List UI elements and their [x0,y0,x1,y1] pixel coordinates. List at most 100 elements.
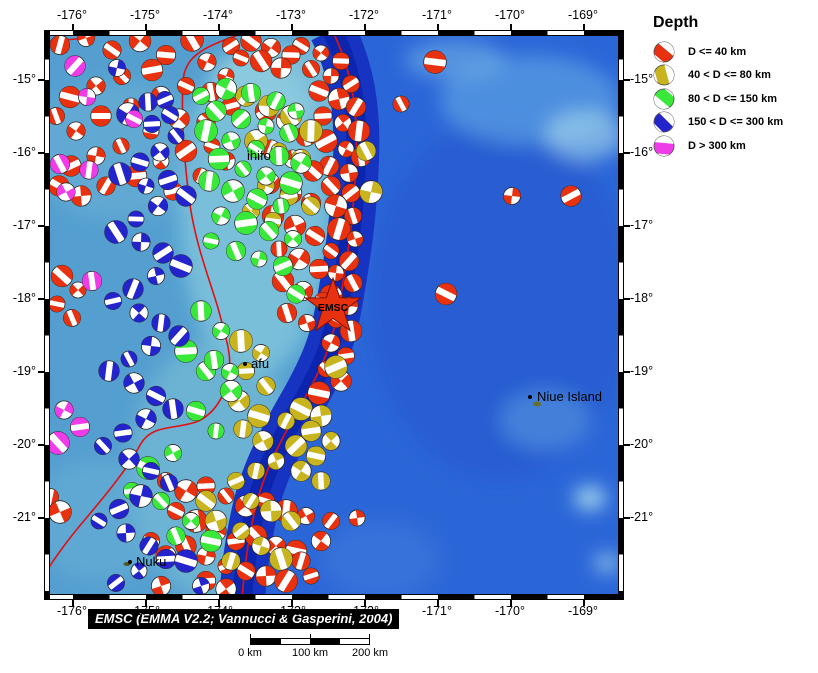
lat-tick [38,371,44,373]
lon-tick-label-top: -176° [56,8,88,22]
lon-tick [145,600,147,606]
focal-mechanism-ball [145,385,167,407]
focal-mechanism-ball [205,100,227,122]
focal-mechanism-ball [252,430,274,452]
focal-mechanism-ball [298,314,316,332]
focal-mechanism-ball [266,91,286,111]
place-dot [128,560,132,564]
focal-mechanism-ball [164,444,182,462]
lon-tick-label-bottom: -175° [129,604,161,618]
lat-tick [624,152,630,154]
focal-mechanism-ball [240,82,262,104]
lat-tick [624,371,630,373]
focal-mechanism-ball [267,452,285,470]
place-label: ihifo [247,148,271,163]
lat-tick-label-left: -16° [12,145,36,159]
lon-tick [218,600,220,606]
focal-mechanism-ball [151,313,171,333]
focal-mechanism-ball [233,419,253,439]
focal-mechanism-ball [279,123,299,143]
focal-mechanism-ball [321,431,341,451]
focal-mechanism-ball [217,487,235,505]
focal-mechanism-ball [214,77,238,101]
focal-mechanism-ball [313,106,333,126]
focal-mechanism-ball [143,115,161,133]
focal-mechanism-ball [104,292,122,310]
focal-mechanism-ball [177,77,195,95]
focal-mechanism-ball [256,166,276,186]
focal-mechanism-ball [287,247,311,271]
place-label: afu [251,356,269,371]
lon-tick-label-bottom: -170° [494,604,526,618]
focal-mechanism-ball [560,185,582,207]
focal-mechanism-ball [130,562,148,580]
lon-tick-label-top: -175° [129,8,161,22]
lon-tick [72,24,74,30]
focal-mechanism-ball [204,509,228,533]
lat-tick-label-right: -16° [630,145,654,159]
focal-mechanism-ball [343,273,363,293]
map-frame-right [618,30,624,600]
focal-mechanism-ball [139,536,159,556]
legend-beachball-icon [653,135,675,157]
focal-mechanism-ball [274,569,298,593]
focal-mechanism-ball [221,131,241,151]
lon-tick [510,24,512,30]
lat-tick [624,225,630,227]
focal-mechanism-ball [198,170,220,192]
scale-bar-label: 200 km [351,647,389,659]
emsc-epicenter-star [303,276,363,332]
focal-mechanism-ball [81,270,103,292]
lon-tick [291,600,293,606]
legend-item-label: 40 < D <= 80 km [688,69,771,82]
focal-mechanism-ball [297,507,315,525]
lat-tick [624,444,630,446]
focal-mechanism-ball [258,220,280,242]
lat-tick [38,298,44,300]
lat-tick-label-right: -19° [630,364,654,378]
lon-tick-label-top: -170° [494,8,526,22]
focal-mechanism-ball [346,230,364,248]
lat-tick-label-right: -21° [630,510,654,524]
focal-mechanism-ball [327,264,345,282]
focal-mechanism-ball [58,85,82,109]
focal-mechanism-ball [160,474,178,492]
focal-mechanism-ball [246,188,268,210]
focal-mechanism-ball [270,240,288,258]
focal-mechanism-ball [135,408,157,430]
focal-mechanism-ball [47,107,65,125]
focal-mechanism-ball [162,398,184,420]
focal-mechanism-ball [108,162,132,186]
lat-tick [624,79,630,81]
focal-mechanism-ball [503,187,521,205]
focal-mechanism-ball [129,303,149,323]
focal-mechanism-ball [284,230,302,248]
focal-mechanism-ball [70,185,92,207]
lon-tick [510,600,512,606]
focal-mechanism-ball [259,499,283,523]
focal-mechanism-ball [98,360,120,382]
lon-tick-label-top: -169° [567,8,599,22]
focal-mechanism-ball [280,510,302,532]
focal-mechanism-ball [338,250,360,272]
focal-mechanism-ball [242,492,260,510]
focal-mechanism-ball [155,548,177,570]
focal-mechanism-ball [168,325,190,347]
focal-mechanism-ball [192,87,210,105]
place-dot [528,395,532,399]
lon-tick-label-top: -172° [348,8,380,22]
focal-mechanism-ball [355,140,377,162]
focal-mechanism-ball [112,137,130,155]
scale-bar-label: 0 km [238,647,262,659]
lat-tick-label-left: -15° [12,72,36,86]
focal-mechanism-ball [359,180,383,204]
focal-mechanism-ball [197,52,217,72]
focal-mechanism-ball [257,117,275,135]
lon-tick-label-top: -171° [421,8,453,22]
focal-mechanism-ball [308,258,330,280]
focal-mechanism-ball [79,160,99,180]
legend-item-label: D > 300 km [688,139,746,152]
legend-item: 40 < D <= 80 km [648,64,816,88]
legend-item: D > 300 km [648,134,816,158]
legend-beachball-icon [653,64,675,86]
